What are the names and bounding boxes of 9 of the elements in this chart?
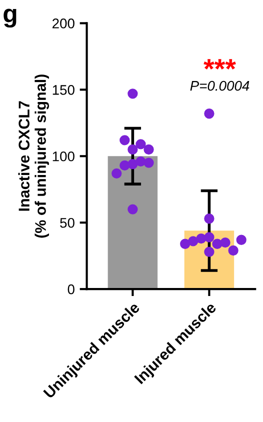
y-tick-label: 100 (52, 151, 74, 162)
y-tick-label: 200 (52, 18, 74, 28)
y-axis-title: Inactive CXCL7 (% of uninjured signal) (18, 74, 50, 238)
y-tick-label: 50 (60, 218, 74, 228)
y-tick-label: 150 (52, 85, 74, 95)
annotation: *** (204, 59, 236, 70)
y-tick-label: 0 (68, 284, 74, 294)
chart-title: g (4, 8, 16, 28)
annotation: P=0.0004 (190, 80, 250, 91)
